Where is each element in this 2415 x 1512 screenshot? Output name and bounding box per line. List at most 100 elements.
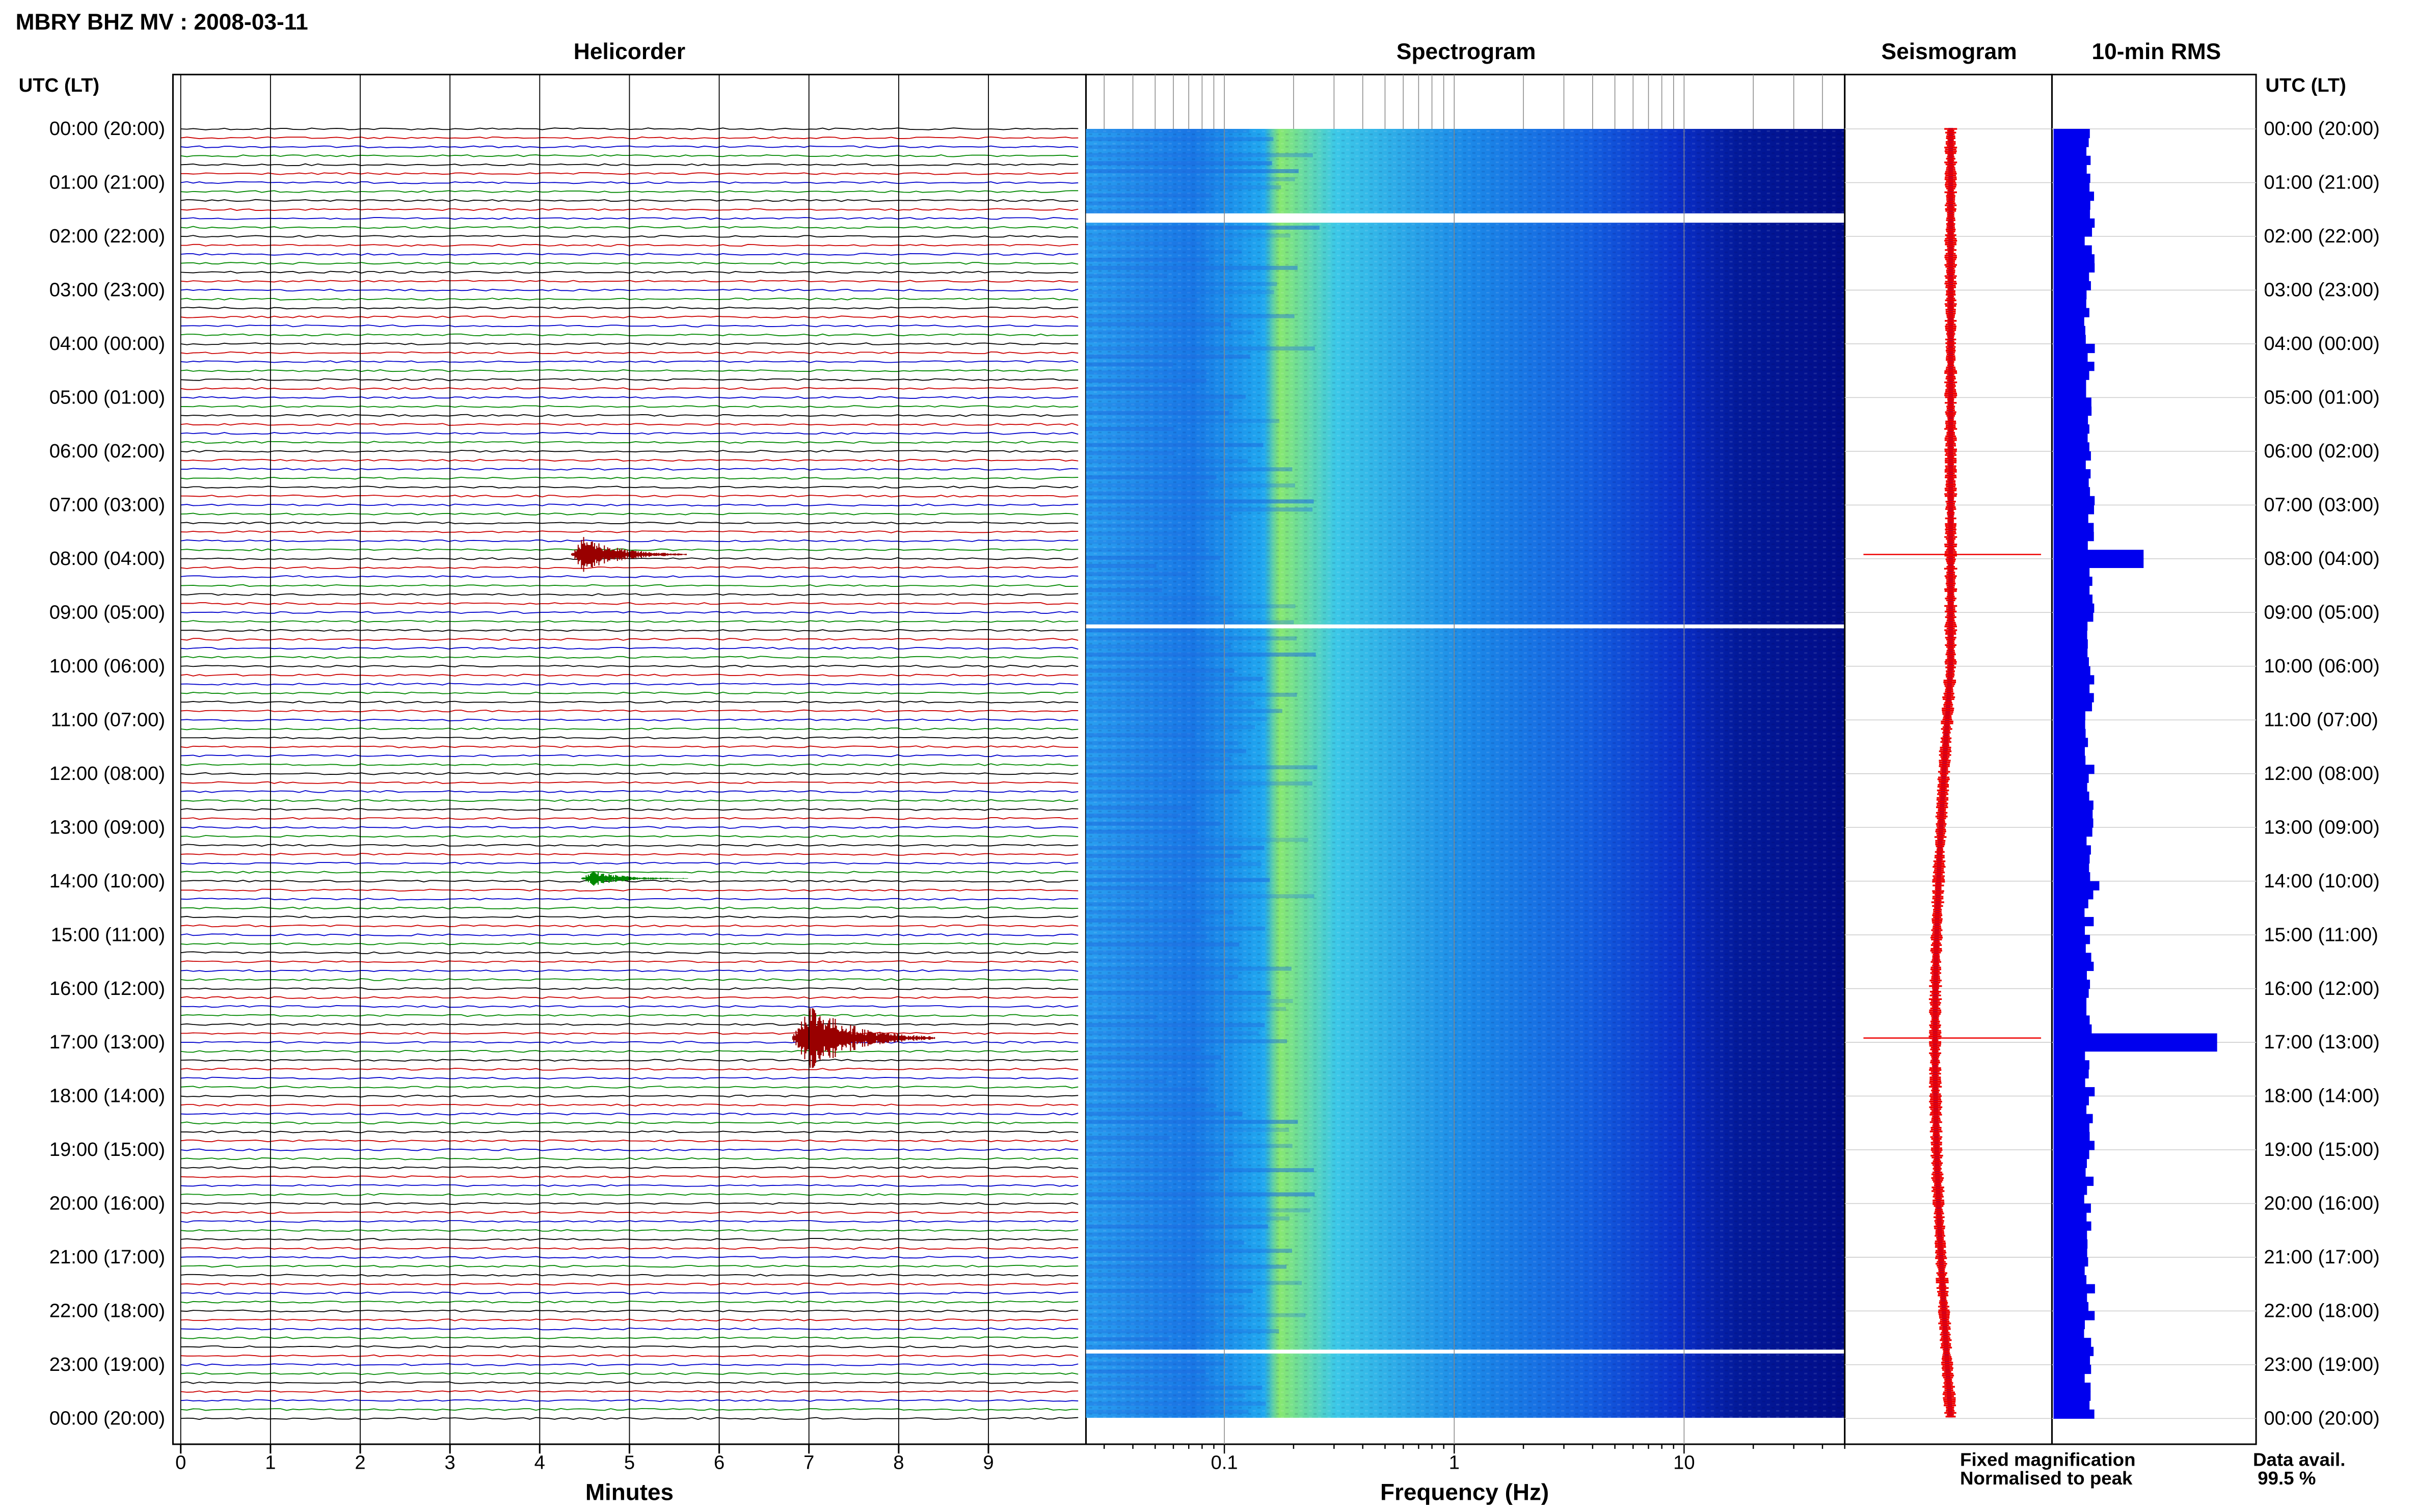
spectrogram-row-band [1086,910,1234,914]
hour-label-right: 02:00 (22:00) [2264,225,2379,247]
hour-label-right: 11:00 (07:00) [2264,709,2378,731]
helicorder-tick-label: 2 [355,1452,365,1474]
rms-bar [2053,970,2087,980]
rms-bar [2053,1150,2089,1159]
spectrogram-gap [1086,624,1845,629]
rms-bar [2053,451,2091,461]
spectrogram-row-band [1086,1103,1217,1108]
hour-label-right: 22:00 (18:00) [2264,1300,2379,1322]
spectrogram-row-band [1086,934,1208,939]
spectrogram-title: Spectrogram [1397,39,1536,64]
rms-bar [2053,1087,2095,1097]
spectrogram-row-band [1086,1386,1263,1390]
spectrogram-row-band [1086,838,1308,842]
hour-label-right: 05:00 (01:00) [2264,387,2379,409]
spectrogram-row-band [1086,145,1153,149]
spectrogram-row-band [1086,1071,1178,1075]
rms-bar [2053,1346,2094,1356]
spectrogram-row-band [1086,282,1277,286]
rms-bar [2053,1275,2087,1285]
spectrogram-row-band [1086,1264,1287,1269]
spectrogram-row-band [1086,523,1180,528]
figure-title: MBRY BHZ MV : 2008-03-11 [16,10,308,35]
spectrogram-row-band [1086,1015,1157,1019]
rms-bar [2053,755,2086,765]
spectrogram-row-band [1086,1208,1310,1212]
rms-bar [2053,782,2087,792]
rms-bar [2053,899,2088,908]
spectrogram-row-band [1086,1079,1166,1084]
spectrogram-row-band [1086,402,1233,407]
spectrogram-row-band [1086,1401,1266,1406]
hour-label-right: 14:00 (10:00) [2264,870,2379,892]
rms-bar [2053,657,2089,667]
spectrogram-row-band [1086,596,1221,601]
spectrogram-row-band [1086,241,1202,246]
spectrogram-row-band [1086,668,1235,673]
spectrogram-row-band [1086,1313,1306,1317]
rms-bar [2053,872,2090,882]
spectrogram-row-band [1086,991,1271,995]
spectrogram-row-band [1086,685,1234,689]
hour-label-left: 21:00 (17:00) [49,1246,165,1268]
spectrogram-row-band [1086,322,1231,327]
rms-bar [2053,612,2094,622]
helicorder-event [581,871,688,886]
rms-bar [2053,961,2094,971]
rms-bar [2053,1257,2088,1267]
rms-bar [2053,908,2085,917]
rms-bar [2053,129,2090,139]
hour-label-left: 18:00 (14:00) [49,1085,165,1107]
spectrogram-row-band [1086,926,1265,931]
hour-labels-right: 00:00 (20:00) 01:00 (21:00) 02:00 (22:00) 0… [2264,118,2379,1429]
rms-bar [2053,1176,2094,1186]
spectrogram-row-band [1086,1410,1249,1414]
spectrogram-row-band [1086,387,1182,391]
spectrogram-row-band [1086,1297,1204,1301]
spectrogram-row-band [1086,1007,1286,1011]
hour-label-left: 15:00 (11:00) [51,924,166,946]
hour-label-right: 01:00 (21:00) [2264,172,2379,194]
hour-label-left: 05:00 (01:00) [49,387,165,409]
spectrogram-row-band [1086,829,1198,834]
spectrogram-gap [1086,213,1845,223]
spectrogram-row-band [1086,1152,1233,1156]
rms-bar [2053,630,2087,640]
spectrogram-row-band [1086,725,1255,730]
rms-bar [2053,1266,2085,1276]
rms-bar [2053,1311,2095,1320]
spectrogram-row-band [1086,1168,1314,1172]
spectrogram-row-band [1086,878,1270,882]
hour-label-right: 04:00 (00:00) [2264,333,2379,355]
spectrogram-row-band [1086,999,1293,1003]
spectrogram-texture [1086,129,1845,1418]
spectrogram-row-band [1086,563,1157,568]
rms-bar [2053,541,2088,550]
spectrogram-row-band [1086,556,1220,560]
rms-bar [2053,595,2092,604]
rms-bar [2053,308,2089,317]
rms-bar [2053,765,2095,774]
hour-label-left: 04:00 (00:00) [49,333,165,355]
legend-fixed-magnification: Fixed magnification [1960,1449,2135,1470]
spectrogram-row-band [1086,660,1189,665]
rms-bar [2053,845,2091,855]
spectrogram-row-band [1086,507,1313,512]
spectrogram-row-band [1086,821,1220,826]
spectrogram-row-band [1086,516,1231,520]
spectrogram-row-band [1086,169,1299,173]
spectrogram-row-band [1086,846,1265,850]
rms-bar [2053,988,2089,998]
rms-bar [2053,290,2087,300]
spectrogram-row-band [1086,733,1195,738]
spectrogram-row-band [1086,185,1281,190]
spectrogram-row-band [1086,483,1295,488]
rms-bar [2053,460,2086,470]
spectrogram-row-band [1086,1136,1170,1140]
helicorder-event [792,1008,935,1068]
spectrogram-row-band [1086,1128,1289,1132]
spectrogram-row-band [1086,338,1186,343]
hour-label-left: 14:00 (10:00) [49,870,165,892]
spectrogram-row-band [1086,942,1240,947]
rms-bar [2053,1329,2084,1338]
